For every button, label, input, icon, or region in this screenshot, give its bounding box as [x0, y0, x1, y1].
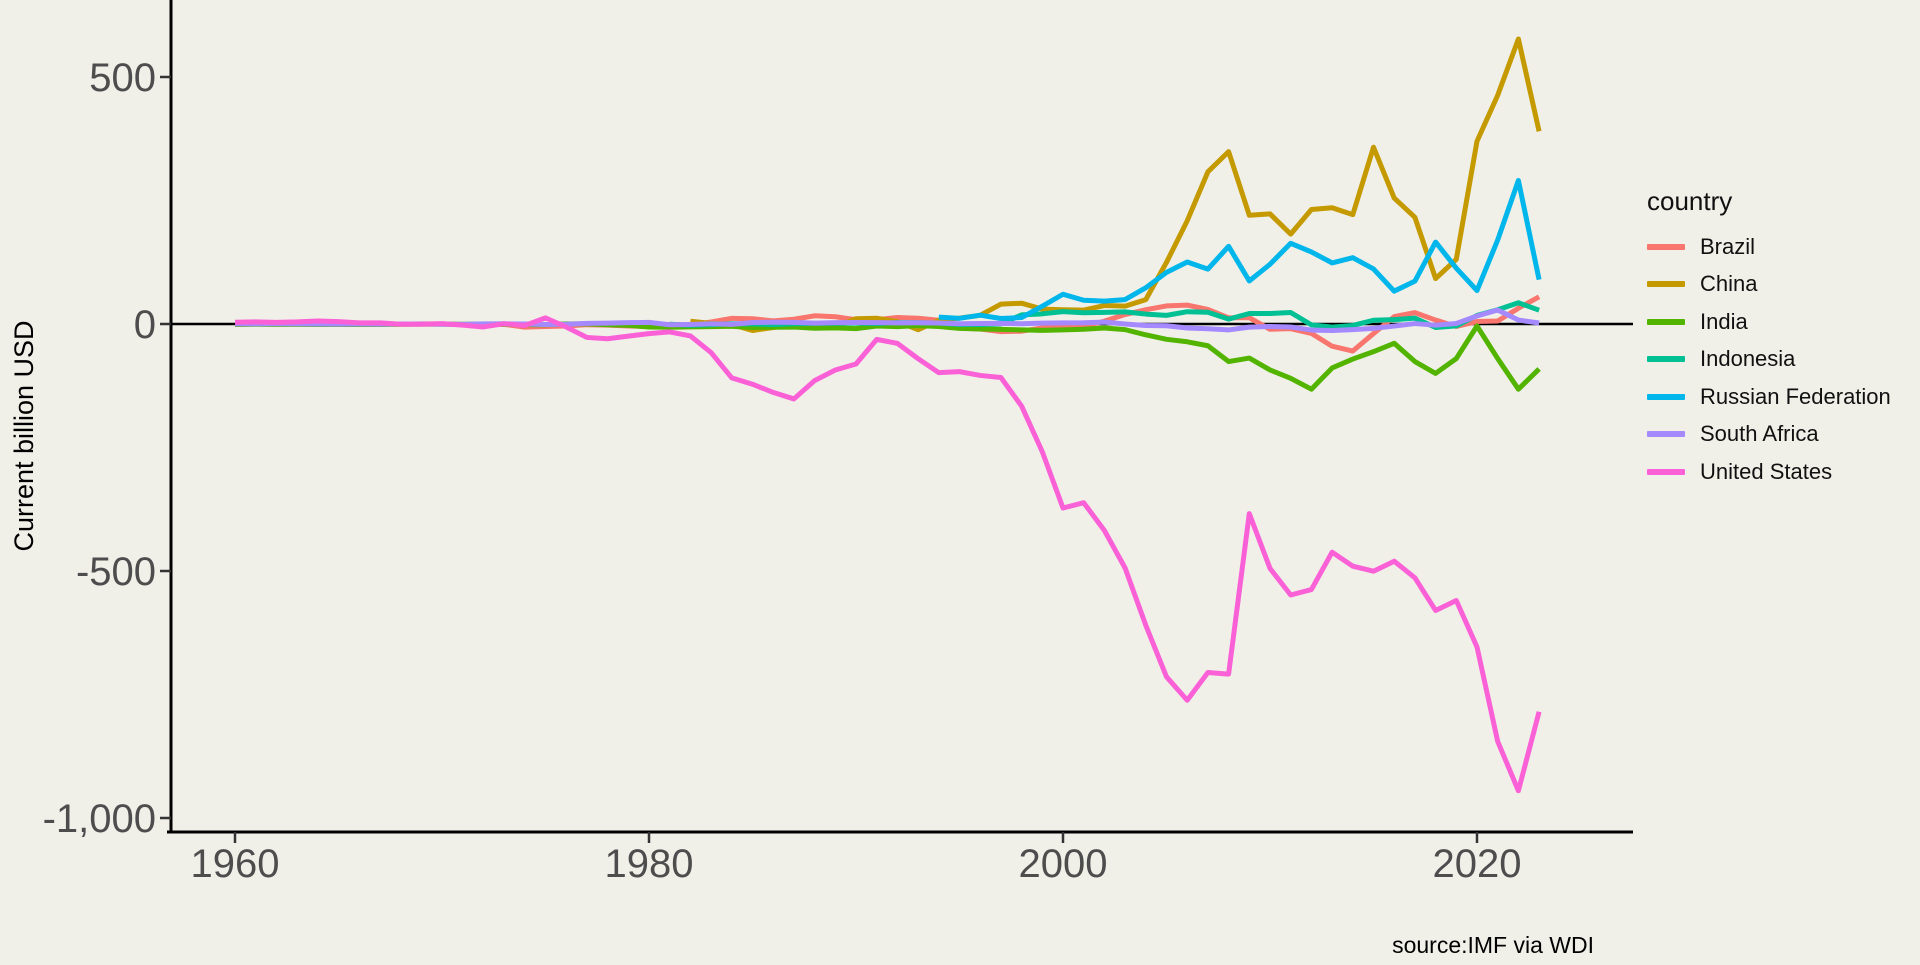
y-tick-label: -1,000: [43, 797, 156, 841]
y-tick-label: 500: [89, 56, 156, 100]
legend-line-swatch-icon: [1647, 468, 1685, 475]
axis-ticks: 1960 1980 2000 2020 500 0 -500 -1,000: [43, 56, 1522, 886]
legend-item: Brazil: [1647, 228, 1917, 266]
legend-item: United States: [1647, 453, 1917, 491]
legend-line-swatch-icon: [1647, 393, 1685, 400]
legend-item-label: Indonesia: [1700, 346, 1796, 372]
legend-item-label: South Africa: [1700, 421, 1819, 447]
legend-item: Russian Federation: [1647, 378, 1917, 416]
legend-item: China: [1647, 266, 1917, 304]
series-line-china: [690, 36, 1542, 333]
series-line-united-states: [234, 315, 1542, 794]
legend-items: Brazil China India Indonesia Russian Fed…: [1647, 228, 1917, 491]
y-tick-label: -500: [76, 550, 156, 594]
legend-item-label: Russian Federation: [1700, 383, 1891, 409]
legend: country Brazil China India Indonesia Rus…: [1647, 186, 1917, 491]
y-tick-label: 0: [134, 303, 156, 347]
series-line-russian-federation: [938, 177, 1542, 322]
legend-item-label: United States: [1700, 458, 1833, 484]
x-tick-label: 1980: [605, 842, 694, 886]
x-tick-label: 2000: [1019, 842, 1108, 886]
y-axis-title: Current billion USD: [9, 320, 39, 551]
legend-title: country: [1647, 186, 1733, 216]
legend-line-swatch-icon: [1647, 318, 1685, 325]
source-note: source:IMF via WDI: [1392, 932, 1594, 958]
series-lines: [234, 36, 1542, 794]
legend-item-label: China: [1700, 271, 1758, 297]
legend-line-swatch-icon: [1647, 356, 1685, 363]
legend-item-label: Brazil: [1700, 233, 1756, 259]
legend-line-swatch-icon: [1647, 243, 1685, 250]
legend-item: India: [1647, 303, 1917, 341]
x-tick-label: 2020: [1433, 842, 1522, 886]
legend-item: South Africa: [1647, 416, 1917, 454]
legend-line-swatch-icon: [1647, 431, 1685, 438]
legend-line-swatch-icon: [1647, 281, 1685, 288]
legend-item: Indonesia: [1647, 341, 1917, 379]
series-line-india: [234, 321, 1541, 392]
legend-item-label: India: [1700, 308, 1748, 334]
x-tick-label: 1960: [191, 842, 280, 886]
